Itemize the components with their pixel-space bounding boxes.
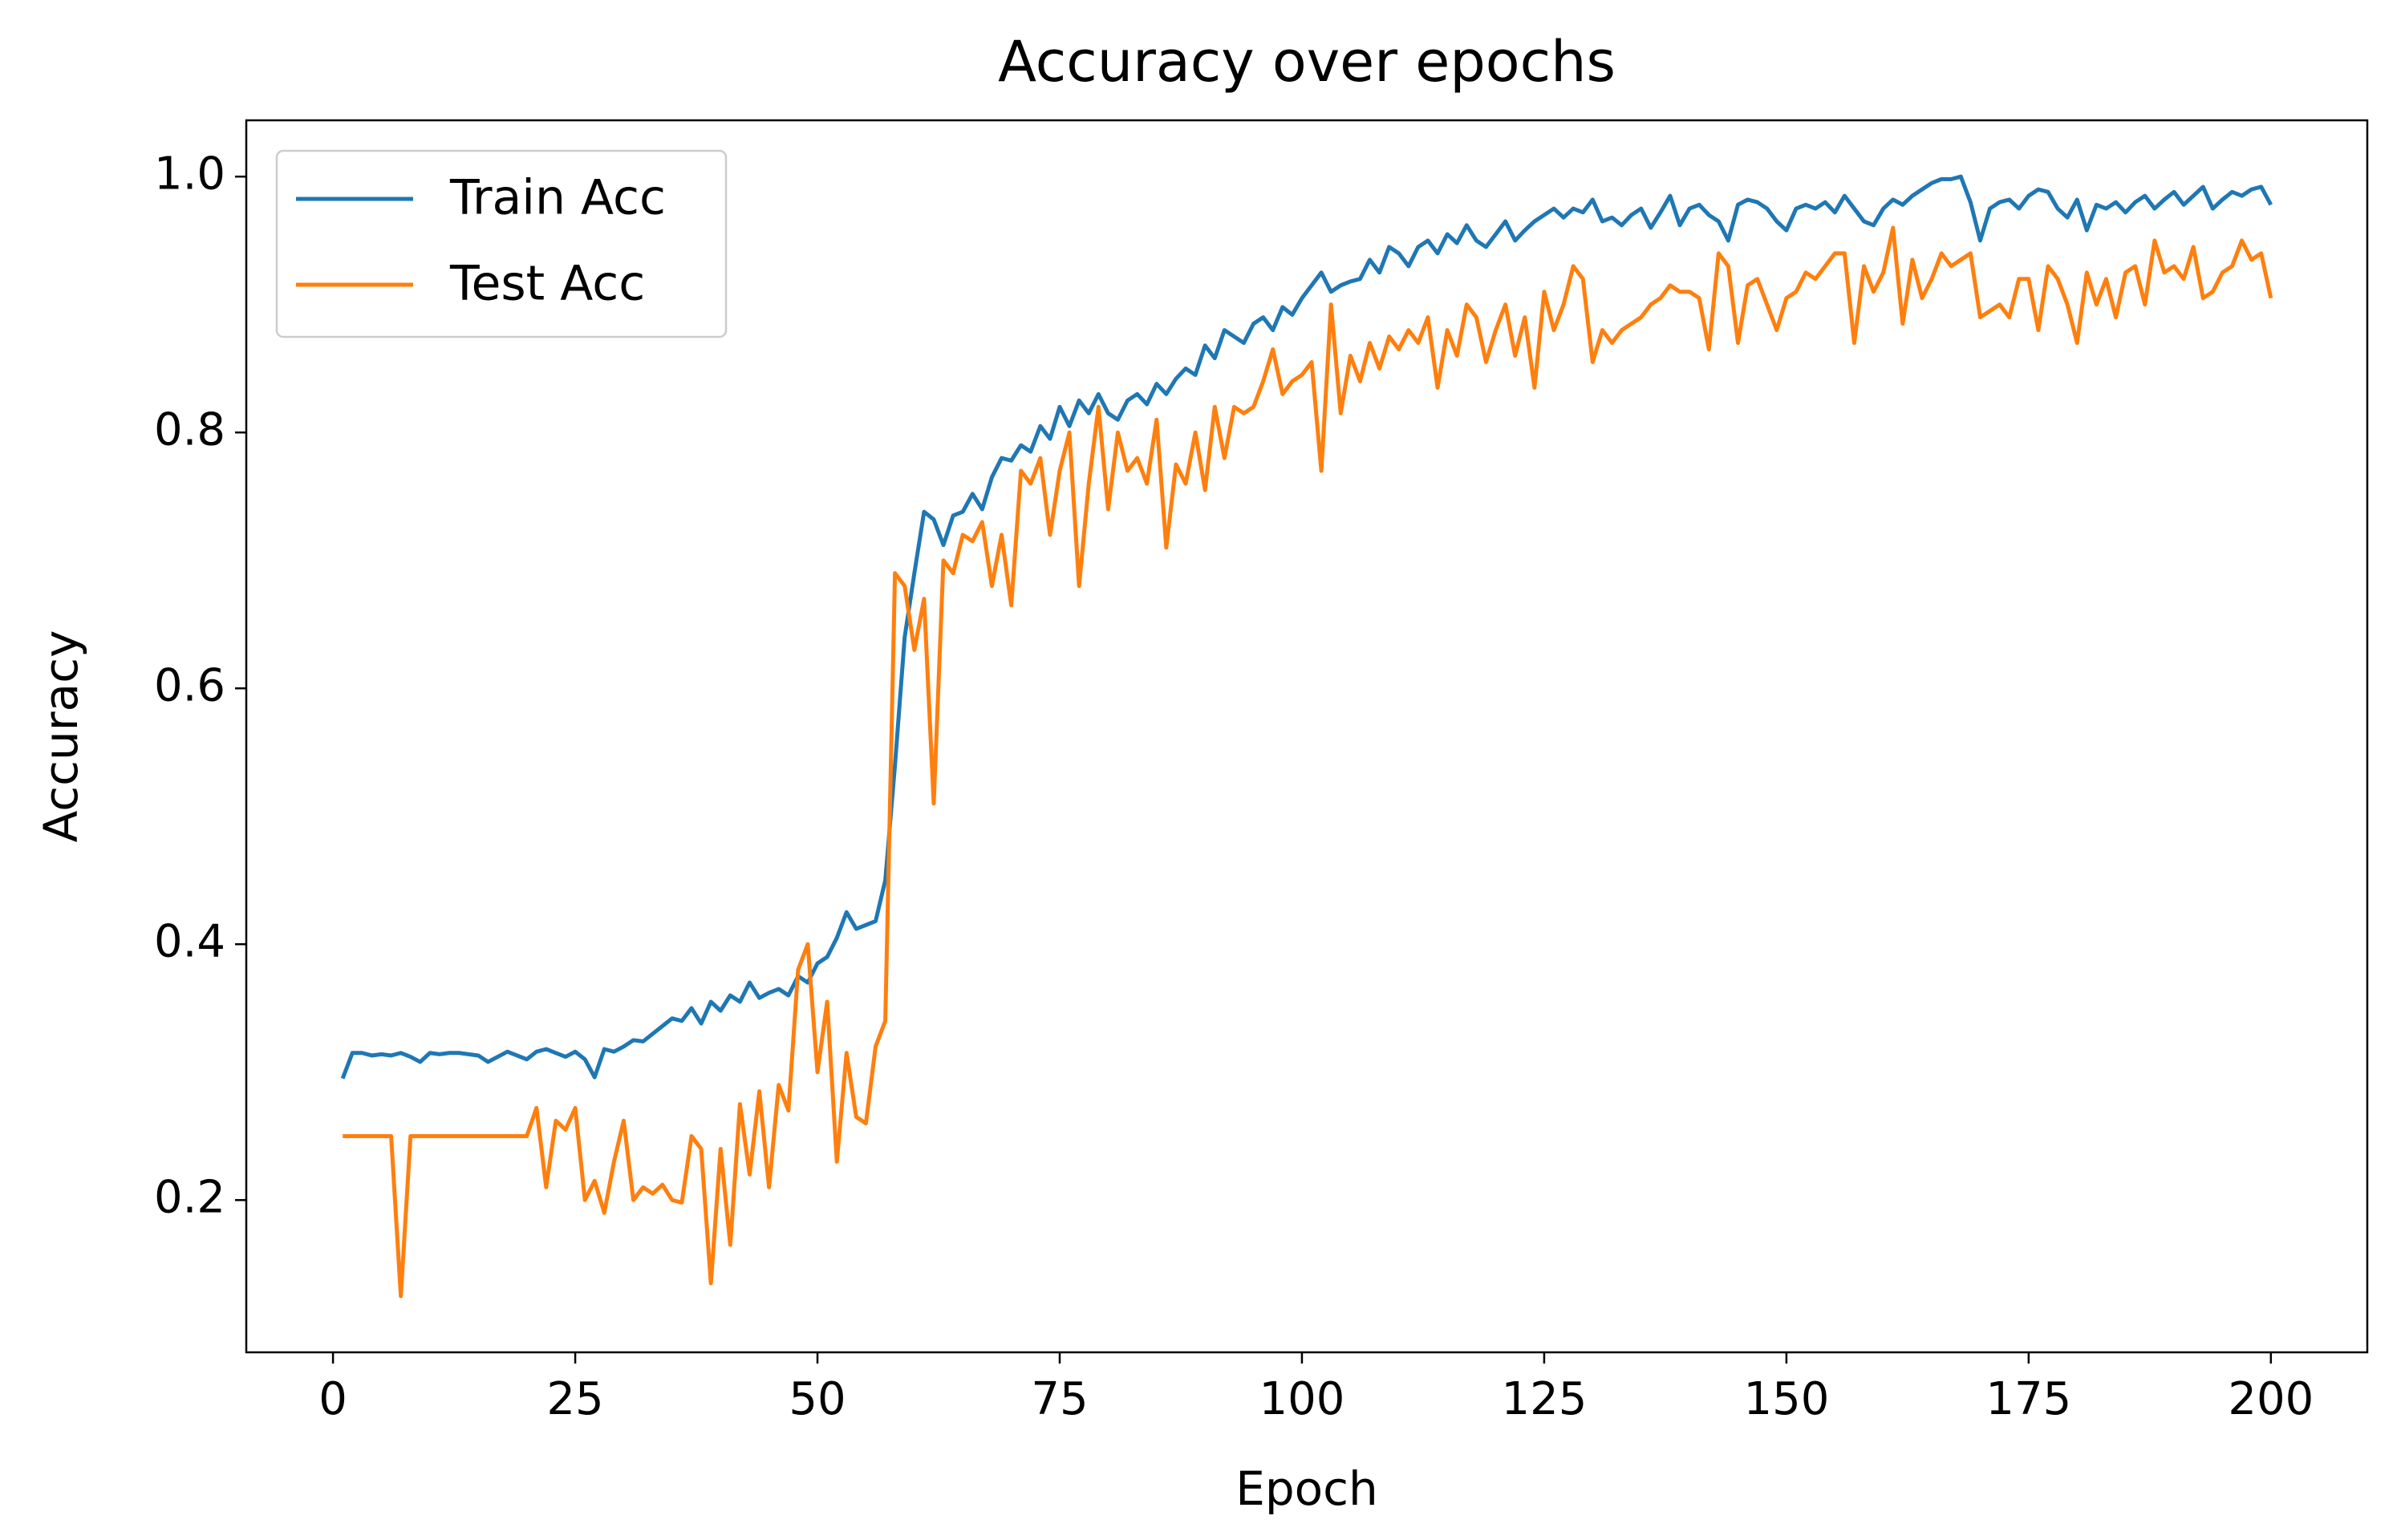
x-tick-label: 175 [1985, 1373, 2071, 1425]
chart-title: Accuracy over epochs [998, 29, 1616, 95]
x-tick-label: 75 [1031, 1373, 1088, 1425]
legend-label: Train Acc [449, 170, 666, 226]
x-tick-label: 125 [1501, 1373, 1587, 1425]
x-tick-label: 50 [789, 1373, 846, 1425]
x-tick-label: 0 [318, 1373, 347, 1425]
x-axis-label: Epoch [1235, 1461, 1378, 1516]
x-tick-label: 25 [546, 1373, 603, 1425]
legend-label: Test Acc [449, 256, 645, 312]
data-line [343, 225, 2273, 1299]
x-tick-label: 200 [2228, 1373, 2314, 1425]
plot-frame [245, 119, 2369, 1354]
y-tick-label: 1.0 [154, 148, 225, 200]
x-tick-label: 150 [1743, 1373, 1829, 1425]
y-tick-label: 0.2 [154, 1171, 225, 1223]
data-line [340, 174, 2273, 1080]
y-tick-label: 0.4 [154, 915, 225, 967]
y-tick-label: 0.8 [154, 403, 225, 456]
y-axis-label: Accuracy [34, 630, 88, 843]
x-tick-label: 100 [1259, 1373, 1345, 1425]
y-tick-label: 0.6 [154, 659, 225, 711]
